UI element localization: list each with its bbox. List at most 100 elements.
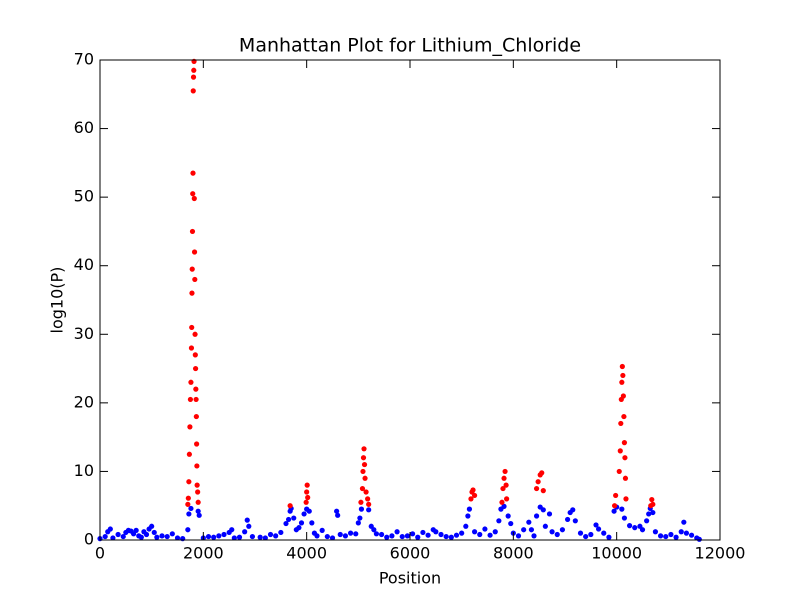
point	[174, 535, 181, 541]
point	[190, 74, 197, 80]
point	[644, 518, 650, 524]
point	[688, 532, 695, 538]
point	[138, 534, 144, 540]
point	[115, 531, 121, 538]
point	[559, 527, 566, 533]
point	[621, 413, 627, 420]
point	[601, 530, 607, 536]
point	[296, 525, 302, 531]
point	[329, 535, 336, 541]
point	[192, 331, 198, 337]
point	[360, 455, 367, 461]
point	[618, 420, 624, 427]
point	[611, 508, 617, 514]
point	[229, 527, 235, 533]
point	[195, 499, 201, 505]
point	[515, 533, 522, 539]
point	[533, 513, 540, 519]
point	[216, 533, 222, 539]
point	[650, 509, 656, 516]
point	[185, 501, 191, 507]
point	[211, 534, 217, 540]
point	[626, 523, 633, 529]
point	[577, 530, 584, 536]
point	[535, 479, 541, 485]
point	[678, 529, 684, 535]
point	[283, 520, 289, 527]
y-tick-label: 10	[74, 461, 94, 480]
point	[298, 520, 305, 526]
point	[278, 529, 284, 536]
point	[632, 525, 638, 531]
point	[389, 533, 395, 539]
point	[287, 503, 293, 509]
point	[186, 451, 192, 457]
point	[681, 519, 687, 525]
point	[443, 533, 449, 540]
x-tick-label: 6000	[390, 544, 431, 563]
point	[477, 531, 483, 538]
point	[620, 393, 626, 399]
point	[623, 496, 629, 502]
point	[362, 475, 368, 481]
point	[540, 488, 546, 494]
point	[189, 266, 195, 272]
point	[205, 533, 212, 540]
point	[366, 501, 372, 507]
x-tick-label: 0	[95, 544, 105, 563]
point	[149, 523, 155, 529]
point	[143, 531, 150, 538]
point	[192, 276, 198, 283]
point	[371, 527, 377, 533]
point	[335, 512, 341, 518]
point	[191, 67, 197, 73]
point	[528, 527, 535, 533]
point	[102, 533, 108, 540]
point	[185, 495, 191, 501]
point	[366, 507, 372, 513]
point	[616, 468, 622, 475]
point	[583, 533, 589, 540]
point	[459, 530, 465, 536]
point	[242, 529, 248, 535]
point	[304, 489, 310, 495]
point	[588, 531, 594, 538]
point	[324, 533, 330, 540]
point	[606, 534, 612, 540]
point	[194, 482, 200, 488]
x-tick-label: 2000	[183, 544, 224, 563]
point	[399, 533, 405, 540]
point	[501, 503, 507, 509]
point	[394, 529, 400, 535]
point	[554, 531, 560, 538]
point	[570, 507, 576, 513]
x-tick-label: 10000	[591, 544, 642, 563]
point	[185, 527, 191, 533]
x-tick-label: 8000	[493, 544, 534, 563]
point	[190, 170, 196, 176]
point	[107, 526, 113, 532]
point	[188, 505, 194, 512]
point	[192, 365, 199, 372]
point	[363, 489, 369, 495]
point	[468, 496, 474, 502]
point	[482, 526, 488, 532]
plot-area	[97, 58, 702, 542]
point	[151, 529, 157, 536]
point	[190, 88, 196, 94]
point	[499, 499, 505, 505]
point	[465, 513, 471, 519]
y-tick-label: 20	[74, 392, 94, 411]
point	[657, 533, 664, 539]
point	[620, 372, 626, 379]
point	[110, 535, 116, 541]
point	[433, 529, 439, 535]
point	[619, 506, 625, 512]
point	[564, 516, 571, 523]
y-tick-label: 40	[74, 255, 94, 274]
point	[471, 529, 478, 535]
point	[500, 485, 506, 492]
point	[195, 508, 201, 514]
point	[257, 534, 263, 540]
